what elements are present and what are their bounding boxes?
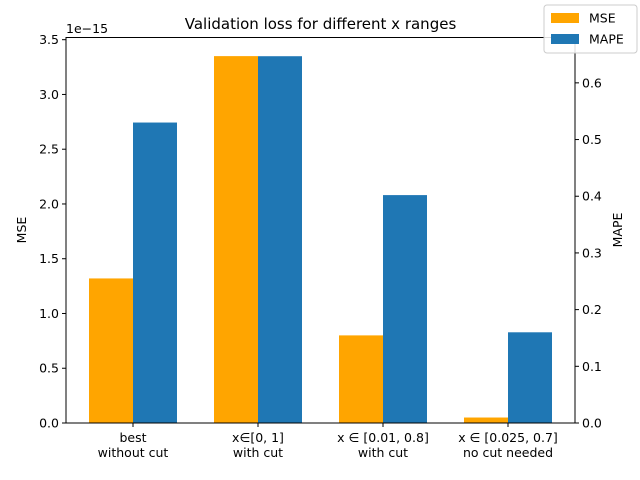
x-tick-label-0: best without cut: [98, 430, 169, 460]
left-tick-label-7: 3.5: [39, 32, 59, 47]
chart-title: Validation loss for different x ranges: [185, 15, 457, 33]
left-tick-label-4: 2.0: [39, 196, 59, 211]
legend-swatch-mape: [551, 34, 579, 44]
left-tick-label-0: 0.0: [39, 416, 59, 431]
left-y-axis: 0.0 0.5 1.0 1.5 2.0 2.5 3.0 3.5: [39, 32, 66, 431]
right-tick-label-0: 0.0: [582, 416, 602, 431]
x-tick-label-2: x ∈ [0.01, 0.8] with cut: [337, 430, 429, 460]
right-tick-label-3: 0.3: [582, 245, 602, 260]
right-y-axis: 0.0 0.1 0.2 0.3 0.4 0.5 0.6: [575, 75, 602, 431]
x-axis: best without cut x∈[0, 1] with cut x ∈ [0.01…: [98, 423, 558, 460]
left-tick-label-5: 2.5: [39, 142, 59, 157]
bars-group: [89, 56, 552, 424]
bar-mse-0: [89, 278, 133, 423]
left-axis-title: MSE: [14, 217, 29, 244]
x-tick-label-3: x ∈ [0.025, 0.7] no cut needed: [458, 430, 558, 460]
x-tick-label-1: x∈[0, 1] with cut: [232, 430, 284, 460]
right-tick-label-4: 0.4: [582, 189, 602, 204]
bar-mse-3: [464, 417, 508, 423]
bar-mse-2: [339, 335, 383, 423]
left-tick-label-6: 3.0: [39, 87, 59, 102]
right-tick-label-1: 0.1: [582, 359, 602, 374]
bar-mape-2: [383, 195, 427, 423]
legend-swatch-mse: [551, 13, 579, 23]
bar-mse-1: [214, 56, 258, 424]
left-tick-label-1: 0.5: [39, 361, 59, 376]
right-tick-label-5: 0.5: [582, 132, 602, 147]
legend-label-mse: MSE: [589, 11, 616, 26]
legend: MSE MAPE: [543, 4, 638, 54]
left-tick-label-2: 1.0: [39, 306, 59, 321]
bar-mape-1: [258, 56, 302, 423]
left-tick-label-3: 1.5: [39, 251, 59, 266]
right-tick-label-6: 0.6: [582, 75, 602, 90]
left-axis-offset-label: 1e−15: [66, 21, 108, 36]
plot-frame: [65, 37, 576, 424]
bar-mape-3: [508, 332, 552, 423]
bar-mape-0: [133, 122, 177, 423]
legend-label-mape: MAPE: [589, 32, 624, 47]
right-axis-title: MAPE: [610, 213, 625, 248]
right-tick-label-2: 0.2: [582, 302, 602, 317]
